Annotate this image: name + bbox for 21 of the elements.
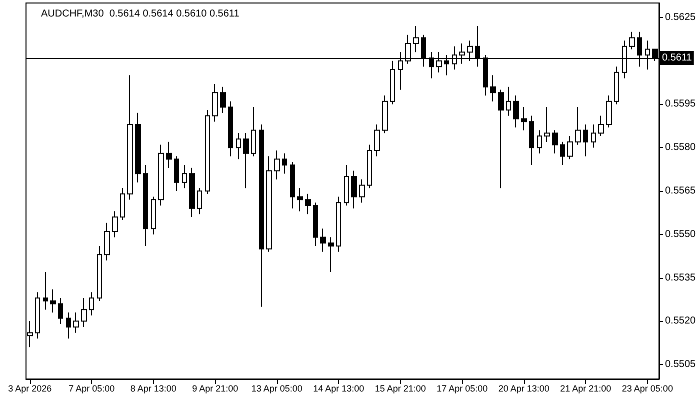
x-tick-label: 23 Apr 05:00 (622, 384, 673, 394)
x-tick-label: 8 Apr 13:00 (130, 384, 176, 394)
y-tick-label: 0.5505 (665, 359, 696, 370)
ref-line-label: 0.5611 (662, 52, 692, 64)
x-tick-label: 20 Apr 13:00 (498, 384, 550, 394)
y-tick-label: 0.5565 (665, 186, 696, 196)
x-tick-label: 3 Apr 2026 (8, 384, 52, 394)
y-tick-label: 0.5625 (665, 12, 696, 23)
x-tick-label: 17 Apr 05:00 (436, 384, 488, 394)
y-tick-label: 0.5535 (665, 272, 696, 284)
y-tick-label: 0.5550 (665, 228, 696, 240)
x-tick-label: 13 Apr 05:00 (251, 384, 302, 394)
y-tick-label: 0.5595 (665, 98, 696, 110)
y-tick-label: 0.5520 (665, 316, 696, 327)
x-tick-label: 15 Apr 21:00 (374, 384, 426, 394)
x-tick-label: 7 Apr 05:00 (68, 384, 115, 394)
text: AUDCHF,M30 0.5614 0.5614 0.5610 0.5611 (41, 8, 240, 20)
x-tick-label: 14 Apr 13:00 (313, 384, 364, 394)
y-tick-label: 0.5580 (665, 142, 696, 154)
x-tick-label: 21 Apr 21:00 (560, 384, 612, 394)
x-tick-label: 9 Apr 21:00 (192, 384, 238, 394)
